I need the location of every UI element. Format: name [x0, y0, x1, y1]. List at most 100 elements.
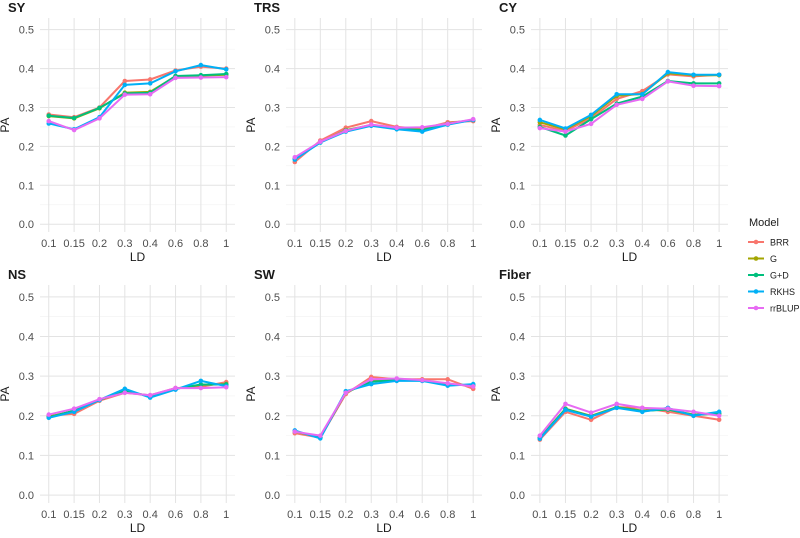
data-point-rrblup	[537, 433, 543, 438]
x-tick-label: 0.2	[92, 238, 107, 250]
y-axis-title: PA	[489, 386, 503, 401]
legend-title: Model	[749, 217, 779, 229]
y-tick-label: 0.4	[510, 332, 525, 344]
data-point-rrblup	[223, 74, 229, 80]
y-axis-title: PA	[0, 117, 12, 132]
data-point-rrblup	[419, 377, 425, 383]
x-tick-label: 0.15	[555, 238, 576, 250]
data-point-rrblup	[716, 83, 722, 89]
data-point-rkhs	[46, 415, 52, 421]
x-tick-label: 1	[716, 238, 722, 250]
x-tick-label: 0.2	[338, 509, 353, 521]
y-tick-label: 0.0	[510, 219, 525, 231]
panel-ns: NS 0.0 0.1 0.2 0.3 0.4 0.5 0.1 0.15 0.2 0.3 0.4 0.6 0…	[0, 267, 235, 535]
x-tick-label: 0.15	[310, 238, 331, 250]
x-tick-label: 0.4	[143, 509, 158, 521]
series-line-rrblup	[48, 386, 227, 416]
y-tick-label: 0.3	[19, 371, 34, 383]
data-point-rkhs	[198, 378, 204, 384]
data-point-rkhs	[691, 72, 696, 78]
legend-key-point	[753, 305, 759, 311]
x-tick-label: 0.15	[555, 509, 576, 521]
data-point-rrblup	[173, 385, 178, 391]
data-point-rrblup	[46, 412, 52, 417]
data-point-g+d	[46, 113, 52, 118]
data-point-rrblup	[343, 128, 349, 134]
data-point-rrblup	[691, 83, 696, 89]
x-tick-label: 0.8	[193, 238, 208, 250]
data-point-rrblup	[614, 102, 619, 108]
data-point-rrblup	[563, 129, 568, 134]
y-tick-label: 0.3	[265, 102, 280, 114]
panel-title: NS	[8, 267, 26, 282]
data-point-brr	[122, 78, 128, 84]
x-tick-label: 0.2	[338, 238, 353, 250]
data-point-rrblup	[173, 75, 178, 81]
x-tick-label: 0.3	[364, 238, 379, 250]
series-line-rkhs	[294, 379, 474, 440]
x-tick-label: 0.8	[440, 238, 455, 250]
data-point-brr	[716, 417, 722, 423]
x-tick-label: 0.3	[117, 509, 132, 521]
data-point-rkhs	[691, 413, 696, 419]
y-tick-label: 0.1	[19, 180, 34, 192]
data-point-rrblup	[223, 384, 229, 390]
panel-title: Fiber	[499, 267, 531, 282]
series-line-g	[294, 379, 474, 439]
data-point-rrblup	[46, 118, 52, 124]
y-tick-label: 0.2	[265, 141, 280, 153]
data-point-rrblup	[665, 406, 671, 411]
data-point-brr	[368, 118, 374, 124]
x-tick-label: 0.8	[193, 509, 208, 521]
data-point-rrblup	[394, 125, 400, 131]
data-point-rkhs	[147, 81, 153, 86]
x-tick-label: 0.3	[364, 509, 379, 521]
y-tick-label: 0.1	[510, 450, 525, 462]
data-point-rkhs	[614, 91, 619, 97]
data-point-rrblup	[198, 75, 204, 80]
x-tick-label: 0.2	[583, 509, 598, 521]
data-point-rrblup	[614, 401, 619, 407]
data-point-rrblup	[588, 410, 594, 415]
x-tick-label: 0.2	[583, 238, 598, 250]
y-tick-label: 0.0	[19, 490, 34, 502]
x-tick-label: 0.3	[117, 238, 132, 250]
data-point-rkhs	[71, 409, 77, 415]
y-tick-label: 0.2	[510, 411, 525, 423]
data-point-rkhs	[223, 67, 229, 72]
x-tick-label: 0.8	[686, 509, 701, 521]
data-point-brr	[445, 377, 451, 382]
x-tick-label: 0.6	[168, 509, 183, 521]
y-tick-label: 0.5	[265, 25, 280, 37]
y-tick-label: 0.1	[19, 450, 34, 462]
y-tick-label: 0.5	[19, 25, 34, 37]
y-axis-title: PA	[489, 117, 503, 132]
x-axis-title: LD	[130, 250, 146, 264]
data-point-rkhs	[173, 69, 178, 74]
data-point-rrblup	[147, 91, 153, 97]
series-line-g+d	[539, 80, 720, 137]
data-point-rrblup	[640, 405, 645, 411]
y-tick-label: 0.3	[265, 371, 280, 383]
x-tick-label: 0.4	[635, 509, 650, 521]
x-tick-label: 0.1	[41, 238, 56, 250]
panel-title: SW	[254, 267, 276, 282]
y-tick-label: 0.4	[265, 332, 280, 344]
data-point-g+d	[563, 133, 568, 138]
data-point-rrblup	[445, 121, 451, 127]
data-point-rrblup	[71, 127, 77, 133]
data-point-rrblup	[97, 396, 102, 402]
x-axis-title: LD	[376, 250, 392, 264]
data-point-rrblup	[318, 139, 323, 145]
data-point-g+d	[71, 115, 77, 121]
x-tick-label: 0.1	[41, 509, 56, 521]
x-tick-label: 0.6	[415, 238, 430, 250]
data-point-rkhs	[368, 381, 374, 387]
series-line-rkhs	[539, 71, 720, 130]
y-tick-label: 0.4	[510, 64, 525, 76]
y-tick-label: 0.5	[510, 25, 525, 37]
data-point-rrblup	[292, 429, 298, 434]
x-tick-label: 0.6	[660, 238, 675, 250]
data-point-rrblup	[198, 385, 204, 391]
